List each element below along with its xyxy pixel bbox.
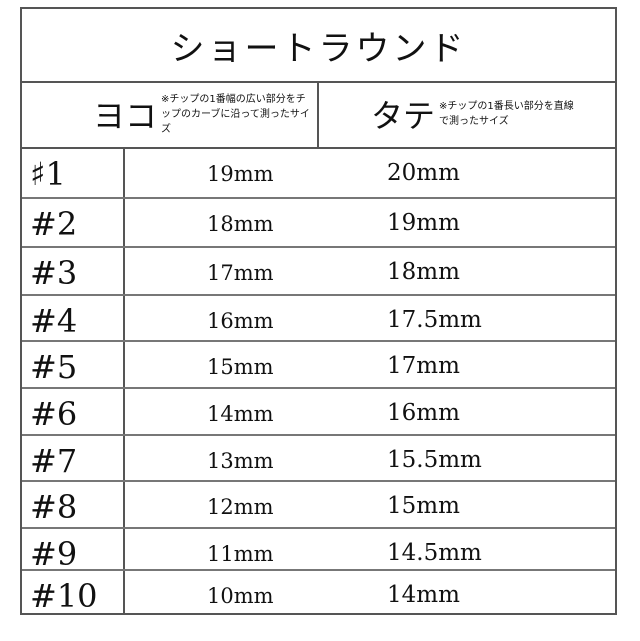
- width-cell: 16mm: [207, 309, 274, 333]
- table-row: #7 13mm 15.5mm: [22, 436, 615, 482]
- column-divider: [123, 149, 125, 613]
- length-cell: 14.5mm: [387, 540, 482, 566]
- width-cell: 15mm: [207, 355, 274, 379]
- table-title: ショートラウンド: [22, 9, 615, 83]
- size-cell: ♯1: [30, 155, 66, 193]
- length-label: タテ: [371, 97, 436, 135]
- length-cell: 15mm: [387, 493, 460, 519]
- width-cell: 12mm: [207, 495, 274, 519]
- width-cell: 17mm: [207, 261, 274, 285]
- width-cell: 14mm: [207, 402, 274, 426]
- table-row: #4 16mm 17.5mm: [22, 296, 615, 342]
- table-row: #3 17mm 18mm: [22, 248, 615, 296]
- size-cell: #7: [30, 442, 78, 480]
- length-cell: 17.5mm: [387, 307, 482, 333]
- table-row: #6 14mm 16mm: [22, 389, 615, 436]
- table-row: #9 11mm 14.5mm: [22, 529, 615, 573]
- length-note: ※チップの1番長い部分を直線で測ったサイズ: [439, 101, 574, 127]
- length-cell: 18mm: [387, 259, 460, 285]
- table-row: #8 12mm 15mm: [22, 482, 615, 529]
- size-cell: #8: [30, 488, 78, 526]
- width-cell: 11mm: [207, 542, 274, 566]
- length-cell: 15.5mm: [387, 447, 482, 473]
- length-cell: 17mm: [387, 353, 460, 379]
- length-cell: 16mm: [387, 400, 460, 426]
- length-header: タテ ※チップの1番長い部分を直線で測ったサイズ: [319, 81, 615, 149]
- width-cell: 13mm: [207, 449, 274, 473]
- size-cell: #6: [30, 395, 78, 433]
- size-table: ショートラウンド ヨコ ※チップの1番幅の広い部分をチップのカーブに沿って測った…: [20, 7, 617, 615]
- width-note: ※チップの1番幅の広い部分をチップのカーブに沿って測ったサイズ: [161, 93, 310, 135]
- size-cell: #5: [30, 348, 78, 386]
- width-label: ヨコ: [92, 97, 157, 135]
- table-row: #10 10mm 14mm: [22, 571, 615, 615]
- width-cell: 19mm: [207, 162, 274, 186]
- length-cell: 19mm: [387, 210, 460, 236]
- width-cell: 18mm: [207, 212, 274, 236]
- size-cell: #10: [30, 577, 98, 615]
- size-cell: #9: [30, 535, 78, 573]
- size-cell: #4: [30, 302, 78, 340]
- length-cell: 20mm: [387, 160, 460, 186]
- width-cell: 10mm: [207, 584, 274, 608]
- table-row: ♯1 19mm 20mm: [22, 149, 615, 199]
- size-cell: #3: [30, 254, 78, 292]
- size-cell: #2: [30, 205, 78, 243]
- table-row: #2 18mm 19mm: [22, 199, 615, 248]
- length-cell: 14mm: [387, 582, 460, 608]
- table-row: #5 15mm 17mm: [22, 342, 615, 389]
- width-header: ヨコ ※チップの1番幅の広い部分をチップのカーブに沿って測ったサイズ: [22, 81, 319, 149]
